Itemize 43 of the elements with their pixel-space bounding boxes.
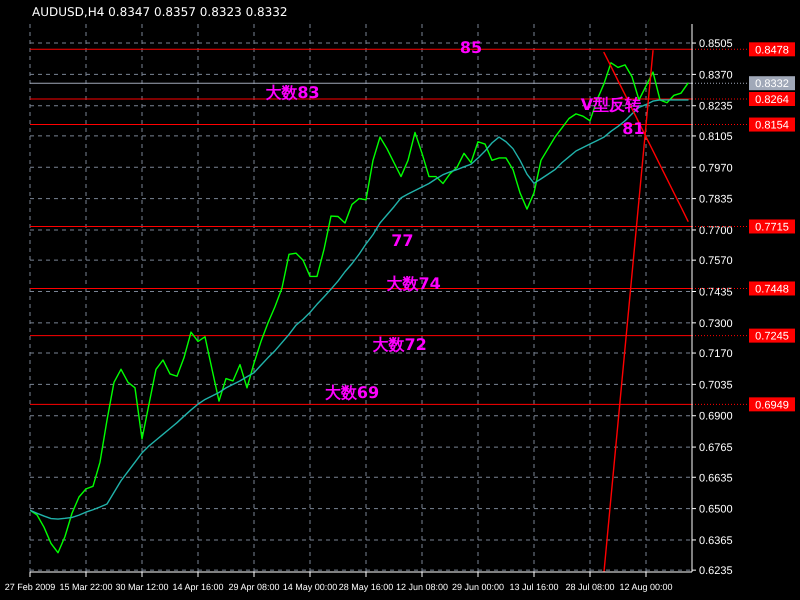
- y-tick-label: 0.6900: [699, 410, 733, 423]
- ref-line-label: 0.8332: [755, 78, 789, 90]
- ref-line-label: 0.8478: [755, 44, 789, 56]
- ref-line-label: 0.7715: [755, 221, 789, 234]
- y-tick-label: 0.7700: [699, 224, 733, 237]
- x-tick-label: 14 Apr 16:00: [172, 582, 224, 592]
- y-tick-label: 0.6500: [699, 504, 733, 516]
- y-tick-label: 0.8235: [699, 100, 733, 113]
- annotation: 大数74: [386, 274, 441, 293]
- ref-line-label: 0.8264: [755, 94, 789, 106]
- chart-title: AUDUSD,H4 0.8347 0.8357 0.8323 0.8332: [32, 5, 288, 19]
- y-tick-label: 0.8505: [699, 38, 733, 50]
- y-tick-label: 0.6765: [699, 442, 733, 454]
- ref-line-label: 0.6949: [755, 399, 789, 412]
- y-tick-label: 0.7170: [699, 348, 733, 360]
- y-tick-label: 0.7970: [699, 162, 733, 174]
- y-tick-label: 0.6365: [699, 534, 733, 547]
- x-tick-label: 12 Aug 00:00: [619, 582, 673, 592]
- y-tick-label: 0.6635: [699, 472, 733, 484]
- y-tick-label: 0.8370: [699, 69, 733, 82]
- ref-line-label: 0.8154: [755, 120, 789, 132]
- y-tick-label: 0.7570: [699, 255, 733, 268]
- x-tick-label: 13 Jul 16:00: [509, 582, 559, 592]
- ref-line-label: 0.7245: [755, 330, 789, 343]
- x-tick-label: 30 Mar 12:00: [115, 582, 169, 592]
- ref-line-label: 0.7448: [755, 283, 789, 296]
- y-tick-label: 0.6235: [699, 565, 733, 578]
- x-tick-label: 15 Mar 22:00: [59, 582, 113, 592]
- annotation: 大数69: [324, 383, 380, 402]
- y-tick-label: 0.7835: [699, 194, 733, 206]
- x-tick-label: 12 Jun 08:00: [396, 582, 448, 592]
- x-tick-label: 28 Jul 08:00: [565, 582, 615, 592]
- annotation: 77: [391, 231, 414, 250]
- y-tick-label: 0.7300: [699, 318, 733, 330]
- x-tick-label: 29 Apr 08:00: [228, 582, 280, 592]
- x-tick-label: 14 May 00:00: [282, 582, 338, 592]
- y-tick-label: 0.8105: [699, 130, 733, 143]
- y-tick-label: 0.7035: [699, 379, 733, 392]
- x-tick-label: 27 Feb 2009: [4, 582, 56, 592]
- x-tick-label: 28 May 16:00: [338, 582, 394, 592]
- annotation: 大数83: [265, 83, 320, 102]
- x-tick-label: 29 Jun 00:00: [452, 582, 504, 592]
- annotation: 大数72: [372, 335, 427, 354]
